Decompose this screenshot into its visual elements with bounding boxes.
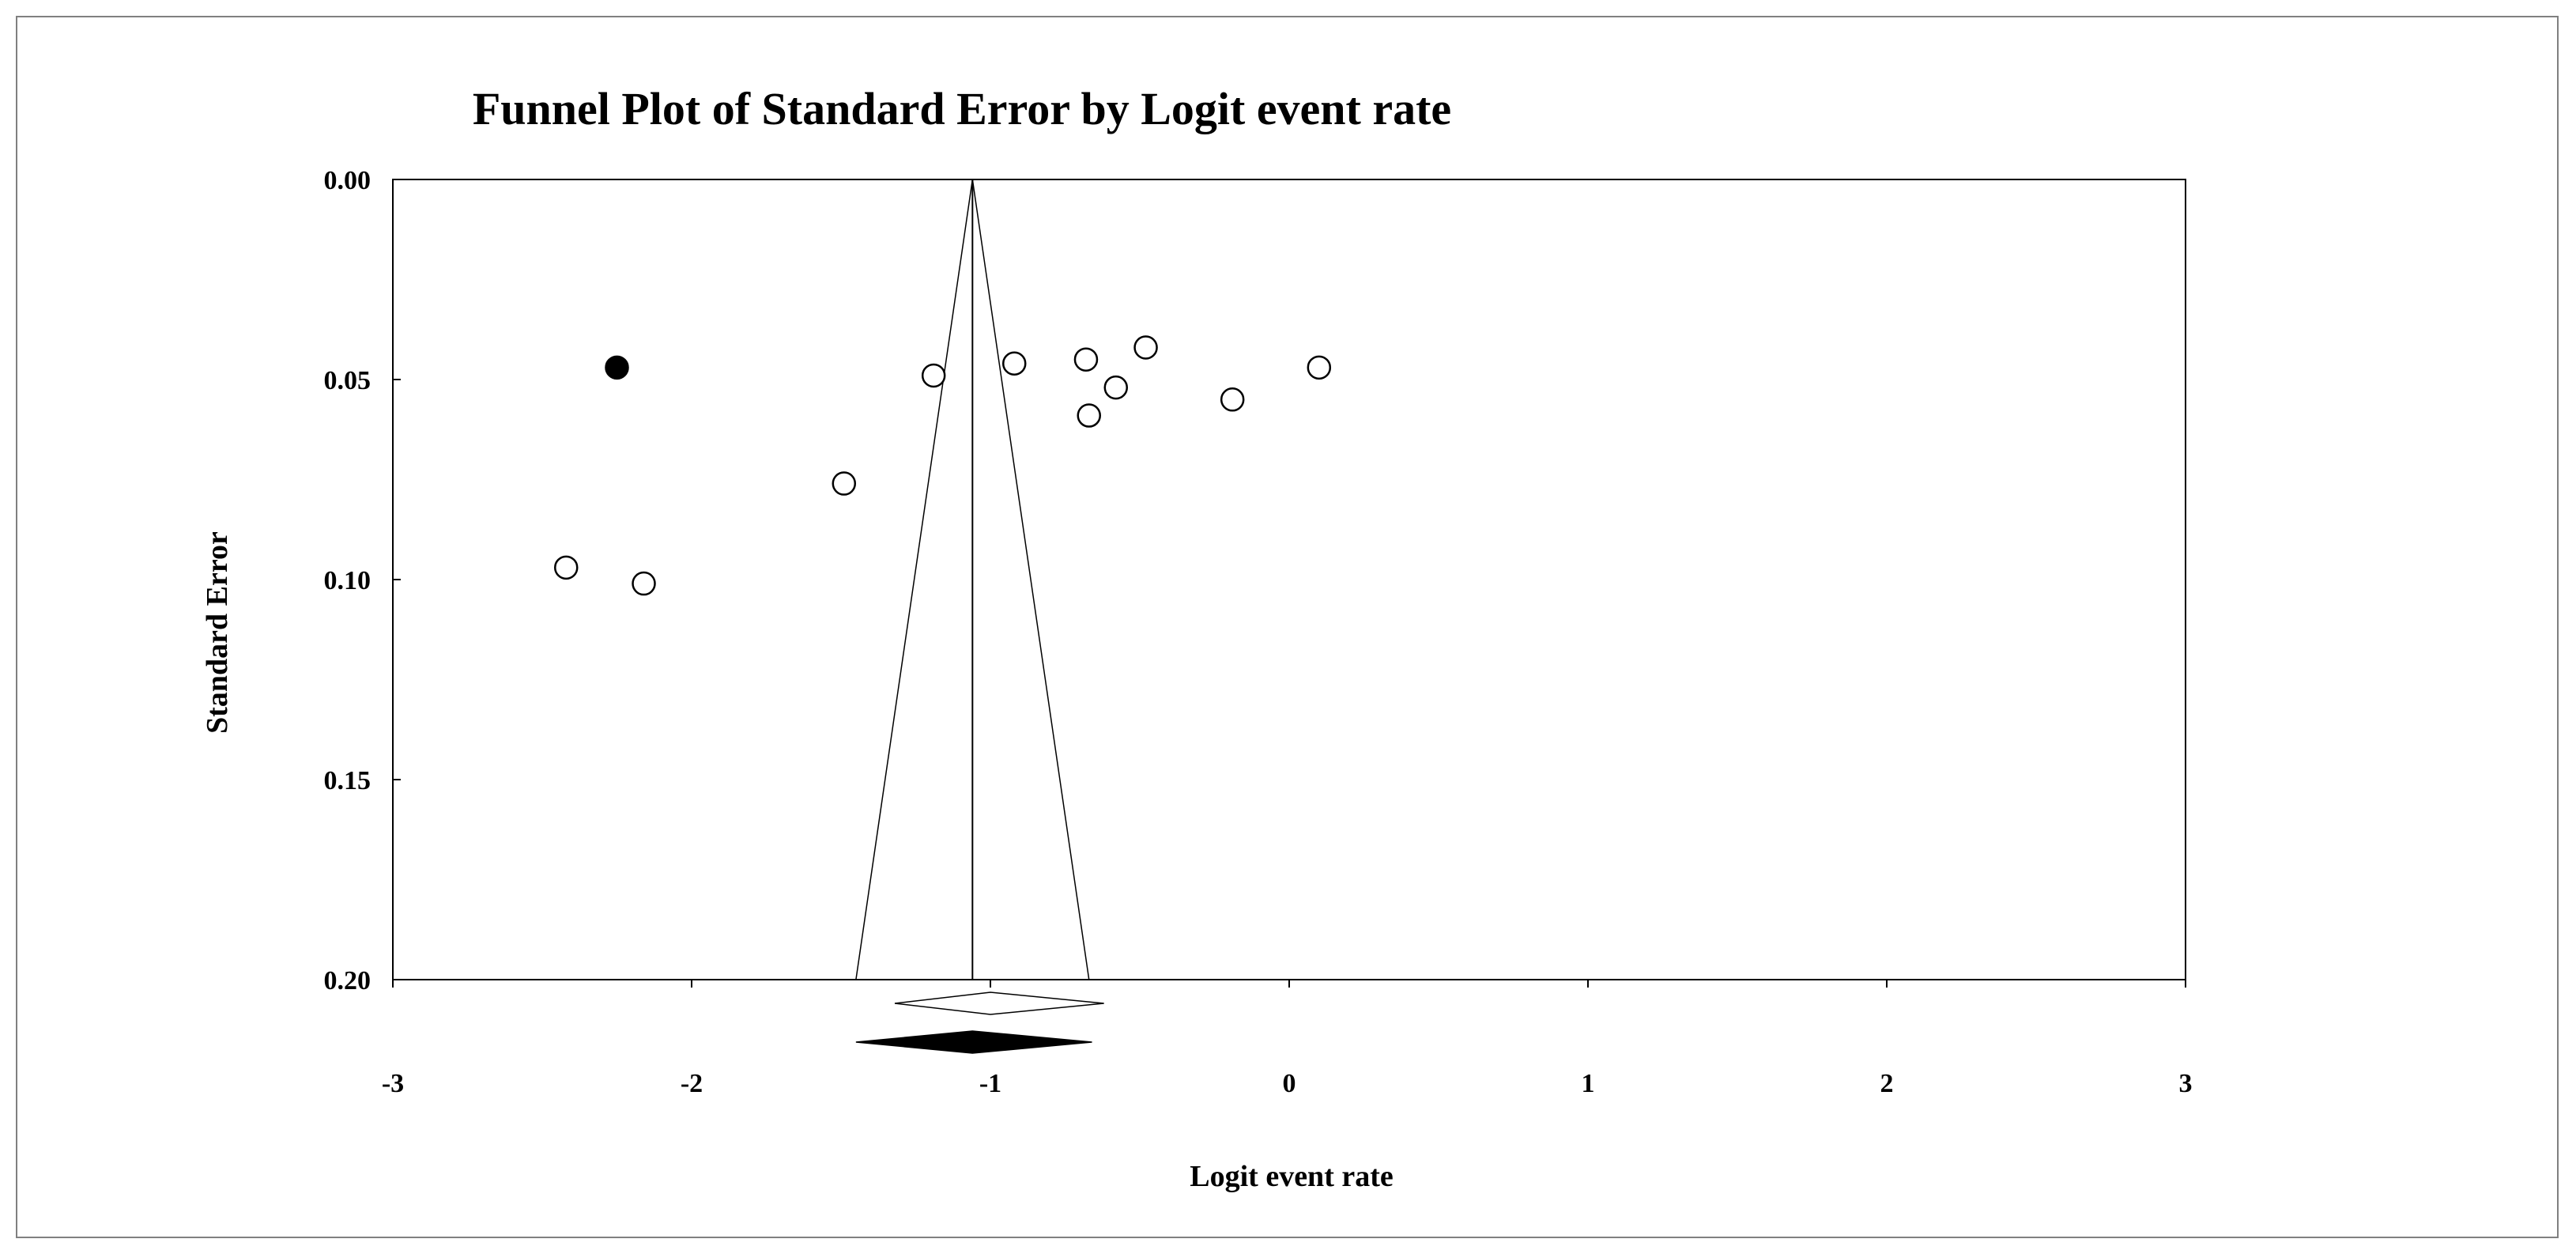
y-tick-label: 0.10: [324, 566, 372, 595]
observed-study-point: [1077, 403, 1101, 428]
observed-study-point: [632, 571, 656, 596]
imputed-study-point: [605, 355, 629, 380]
x-tick-label: -1: [979, 1069, 1001, 1098]
y-tick-label: 0.05: [324, 366, 372, 395]
observed-study-point: [921, 363, 946, 388]
y-tick-label: 0.20: [324, 966, 372, 995]
plot-border: [392, 179, 2186, 980]
x-tick-label: -3: [382, 1069, 404, 1098]
observed-summary-diamond: [894, 991, 1104, 1015]
observed-study-point: [1220, 387, 1245, 412]
funnel-right-line: [971, 179, 1090, 980]
y-axis-label: Standard Error: [201, 531, 234, 734]
adjusted-summary-diamond: [855, 1030, 1092, 1054]
chart-title: Funnel Plot of Standard Error by Logit e…: [473, 83, 1451, 134]
x-axis-label: Logit event rate: [1190, 1160, 1393, 1193]
x-tick-label: 1: [1582, 1069, 1595, 1098]
funnel-left-line: [855, 179, 974, 980]
funnel-plot-chart: Funnel Plot of Standard Error by Logit e…: [201, 83, 2193, 1193]
plot-area: 0.00 0.05 0.10 0.15 0.20 -3 -2 -1 0 1 2 3: [324, 166, 2193, 1098]
x-tick-label: 3: [2179, 1069, 2193, 1098]
chart-frame: Funnel Plot of Standard Error by Logit e…: [16, 16, 2559, 1238]
y-tick-label: 0.15: [324, 766, 372, 795]
x-tick-label: -2: [681, 1069, 703, 1098]
observed-study-point: [553, 555, 579, 580]
observed-study-point: [1103, 375, 1129, 400]
x-tick-label: 2: [1880, 1069, 1894, 1098]
observed-study-point: [1307, 355, 1332, 380]
observed-study-point: [1133, 335, 1158, 360]
y-tick-label: 0.00: [324, 166, 372, 195]
observed-study-point: [1073, 347, 1099, 372]
x-tick-label: 0: [1283, 1069, 1296, 1098]
observed-study-point: [832, 471, 857, 496]
observed-study-point: [1001, 351, 1027, 376]
